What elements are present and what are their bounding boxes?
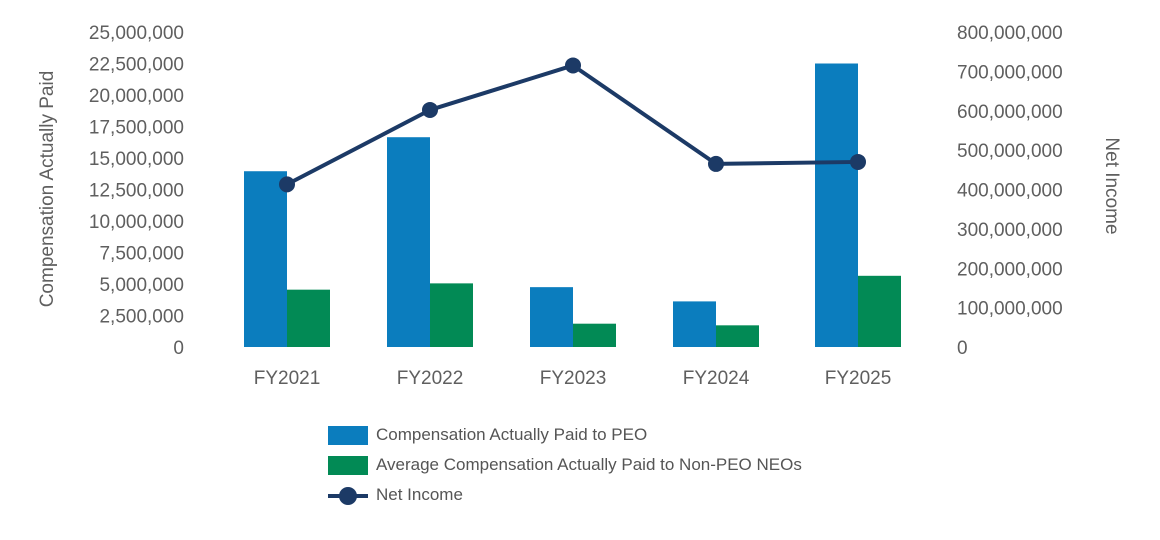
legend-line-marker-icon	[328, 486, 368, 505]
bar-peo-FY2022	[387, 137, 430, 347]
net-income-line	[286, 63, 859, 187]
right-tick-label: 100,000,000	[957, 299, 1063, 320]
right-tick-label: 400,000,000	[957, 181, 1063, 202]
left-tick-label: 17,500,000	[89, 118, 184, 139]
bar-peo-FY2023	[530, 287, 573, 347]
category-label: FY2025	[825, 368, 892, 389]
right-tick-label: 300,000,000	[957, 220, 1063, 241]
right-axis-title: Net Income	[1101, 137, 1122, 234]
right-axis-ticks: 0 100,000,000 200,000,000 300,000,000 400,00…	[957, 23, 1063, 359]
category-labels: FY2021 FY2022 FY2023 FY2024 FY2025	[254, 368, 892, 389]
bar-non-peo-FY2023	[573, 323, 616, 347]
legend-item-peo: Compensation Actually Paid to PEO	[328, 420, 802, 450]
left-tick-label: 10,000,000	[89, 212, 184, 233]
net-income-point-FY2025	[850, 153, 866, 170]
left-tick-label: 22,500,000	[89, 55, 184, 76]
category-label: FY2021	[254, 368, 321, 389]
left-axis-ticks: 0 2,500,000 5,000,000 7,500,000 10,000,000 12…	[89, 23, 184, 359]
net-income-point-FY2024	[708, 155, 724, 172]
right-tick-label: 500,000,000	[957, 141, 1063, 162]
bar-peo-FY2024	[673, 301, 716, 347]
bar-group	[244, 63, 901, 347]
left-tick-label: 25,000,000	[89, 23, 184, 44]
net-income-point-FY2022	[422, 101, 438, 118]
right-tick-label: 600,000,000	[957, 102, 1063, 123]
legend-item-non-peo: Average Compensation Actually Paid to No…	[328, 450, 802, 480]
legend-swatch-peo	[328, 425, 368, 445]
left-tick-label: 5,000,000	[99, 275, 184, 296]
legend-label-peo: Compensation Actually Paid to PEO	[376, 425, 648, 444]
bar-non-peo-FY2024	[716, 325, 759, 347]
left-tick-label: 15,000,000	[89, 149, 184, 170]
legend-label-non-peo: Average Compensation Actually Paid to No…	[376, 455, 802, 474]
right-tick-label: 700,000,000	[957, 62, 1063, 83]
net-income-point-FY2021	[279, 176, 295, 193]
legend: Compensation Actually Paid to PEO Averag…	[328, 420, 802, 510]
bar-peo-FY2021	[244, 171, 287, 347]
left-tick-label: 0	[173, 338, 184, 359]
right-tick-label: 200,000,000	[957, 259, 1063, 280]
left-tick-label: 7,500,000	[99, 244, 184, 265]
bar-non-peo-FY2022	[430, 283, 473, 347]
left-tick-label: 2,500,000	[99, 307, 184, 328]
category-label: FY2022	[397, 368, 464, 389]
legend-label-net-income: Net Income	[376, 485, 463, 504]
left-tick-label: 20,000,000	[89, 86, 184, 107]
right-tick-label: 800,000,000	[957, 23, 1063, 44]
left-axis-title: Compensation Actually Paid	[37, 71, 58, 308]
bar-peo-FY2025	[815, 63, 858, 347]
legend-swatch-non-peo	[328, 455, 368, 475]
bar-non-peo-FY2025	[858, 275, 901, 347]
category-label: FY2024	[683, 368, 750, 389]
net-income-line-layer	[279, 57, 866, 193]
legend-item-net-income: Net Income	[328, 480, 802, 510]
net-income-point-FY2023	[565, 57, 581, 74]
right-tick-label: 0	[957, 338, 968, 359]
left-tick-label: 12,500,000	[89, 181, 184, 202]
bar-non-peo-FY2021	[287, 289, 330, 347]
category-label: FY2023	[540, 368, 607, 389]
